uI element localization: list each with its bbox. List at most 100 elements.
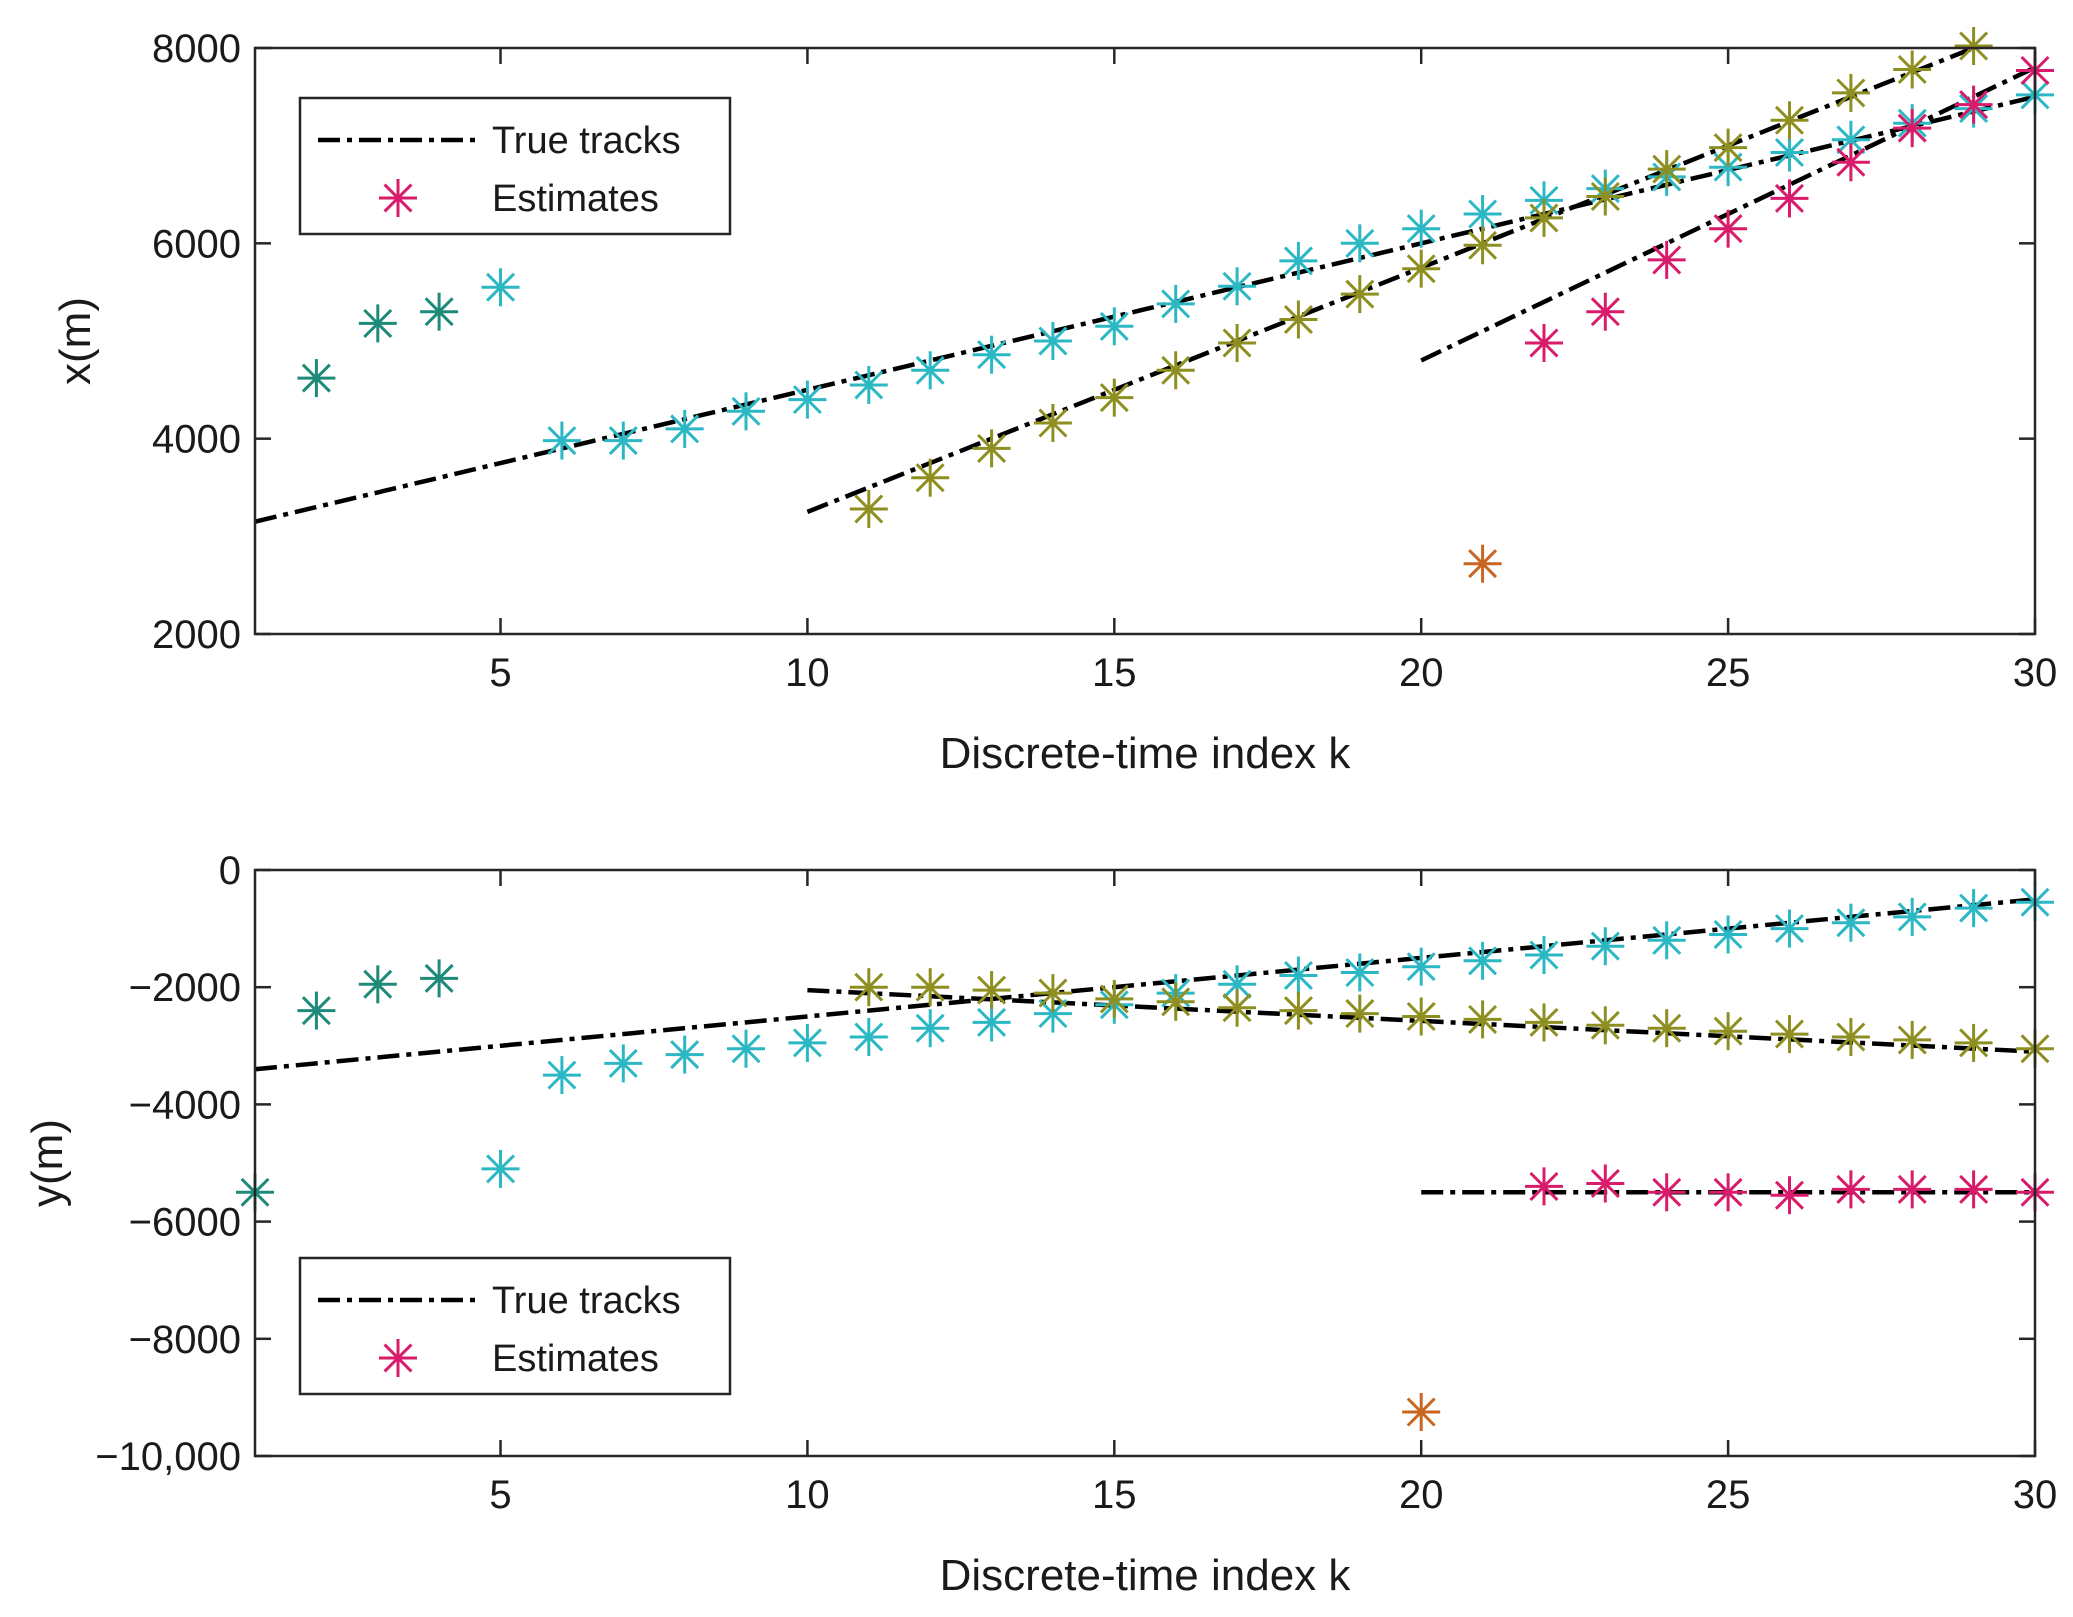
legend-asterisk-icon <box>379 1339 417 1377</box>
estimate-point-track-2-k21 <box>1463 226 1502 265</box>
estimate-point-track-3-k29 <box>1954 85 1993 124</box>
estimate-point-track-3-k28 <box>1893 1170 1932 1209</box>
estimate-point-early-k3 <box>358 304 397 343</box>
estimate-point-track-1-k22 <box>1525 936 1563 974</box>
y-chart-ylabel: y(m) <box>23 1119 72 1207</box>
estimate-point-track-3-k28 <box>1893 109 1932 148</box>
x-chart-legend-estimates-label: Estimates <box>492 178 659 220</box>
estimate-point-track-1-k13 <box>972 1003 1011 1042</box>
estimate-point-track-3-k29 <box>1954 1170 1993 1209</box>
x-chart-ylabel: x(m) <box>51 297 100 385</box>
x-chart-legend: True tracks Estimates <box>298 96 732 236</box>
estimate-point-track-3-k24 <box>1647 240 1686 279</box>
estimate-point-track-2-k28 <box>1893 50 1932 89</box>
estimate-point-track-3-k26 <box>1770 179 1809 218</box>
y-position-chart: 5 10 15 20 25 30−10,000−8000−6000−4000−20000 … <box>23 849 2057 1600</box>
estimate-point-track-2-k14 <box>1033 404 1072 442</box>
estimate-point-track-2-k17 <box>1218 988 1257 1027</box>
estimate-point-track-2-k20 <box>1402 249 1441 288</box>
estimate-point-track-2-k12 <box>911 968 950 1007</box>
estimate-point-track-2-k23 <box>1586 1006 1625 1045</box>
estimate-point-track-1-k13 <box>972 335 1011 374</box>
y-chart-legend-estimates-swatch <box>379 1339 417 1377</box>
estimate-point-track-1-k21 <box>1463 941 1502 980</box>
estimate-point-track-1-k17 <box>1218 965 1257 1004</box>
x-tick-label-25: 25 <box>1706 1473 1751 1517</box>
estimate-point-track-1-k6 <box>542 421 581 460</box>
estimate-point-track-1-k11 <box>849 366 888 404</box>
y-tick-label-0: 2000 <box>152 613 241 657</box>
estimate-point-track-3-k25 <box>1709 209 1748 248</box>
x-position-chart: 5 10 15 20 25 30 2000 4000 6000 8000 Discrete-tim… <box>51 27 2057 778</box>
estimate-point-track-1-k6 <box>542 1056 581 1095</box>
estimate-point-early-k4 <box>420 959 459 998</box>
y-tick-label-2: −6000 <box>129 1201 241 1245</box>
estimate-point-track-1-k26 <box>1770 909 1809 948</box>
x-tick-label-20: 20 <box>1399 1473 1444 1517</box>
estimate-point-track-1-k12 <box>911 1009 950 1048</box>
y-tick-label-4: −2000 <box>129 966 241 1010</box>
estimate-point-track-2-k13 <box>972 429 1011 468</box>
estimate-point-track-3-k26 <box>1770 1176 1809 1215</box>
estimate-point-track-2-k23 <box>1586 177 1625 216</box>
y-tick-label-3: 8000 <box>152 27 241 71</box>
x-chart-axes-box <box>253 46 2037 636</box>
estimate-point-early-k2 <box>297 991 336 1030</box>
x-tick-label-20: 20 <box>1399 651 1444 695</box>
estimate-point-track-1-k27 <box>1831 120 1870 159</box>
estimate-point-early-k4 <box>420 292 459 331</box>
y-chart-xlabel: Discrete-time index k <box>940 1551 1352 1600</box>
y-tick-label-2: 6000 <box>152 222 241 266</box>
y-tick-label-0: −10,000 <box>95 1435 241 1479</box>
x-chart-legend-box <box>298 96 732 236</box>
estimate-point-track-1-k16 <box>1156 284 1195 323</box>
estimate-point-track-3-k23 <box>1586 292 1625 331</box>
estimate-point-track-2-k27 <box>1831 1018 1870 1056</box>
x-chart-legend-estimates-swatch <box>379 179 417 217</box>
estimate-point-track-1-k26 <box>1770 133 1809 172</box>
x-tick-label-15: 15 <box>1092 651 1137 695</box>
estimate-point-track-2-k27 <box>1831 73 1870 112</box>
estimate-point-track-1-k15 <box>1095 307 1134 346</box>
y-chart-legend: True tracks Estimates <box>298 1256 732 1396</box>
estimate-point-track-2-k14 <box>1033 974 1072 1013</box>
y-chart-ticks: 5 10 15 20 25 30 −10,000 −8000 −6000 −4000 −2000 0 <box>95 849 2057 1517</box>
estimate-point-track-1-k25 <box>1709 915 1748 954</box>
estimate-point-track-1-k11 <box>849 1018 888 1056</box>
estimate-point-track-2-k20 <box>1402 997 1441 1036</box>
estimate-point-track-1-k23 <box>1586 927 1625 966</box>
estimate-point-track-2-k21 <box>1463 1000 1502 1039</box>
estimate-point-track-3-k25 <box>1709 1173 1748 1212</box>
estimate-point-track-1-k19 <box>1340 224 1379 263</box>
estimate-point-track-2-k16 <box>1156 982 1195 1021</box>
estimate-point-early-k3 <box>358 965 397 1004</box>
y-chart-legend-estimates-label: Estimates <box>492 1338 659 1380</box>
estimate-point-track-2-k16 <box>1156 351 1195 390</box>
estimate-point-track-2-k12 <box>911 458 950 497</box>
estimate-point-early-k2 <box>297 359 336 398</box>
estimate-point-track-1-k5 <box>481 1149 520 1188</box>
estimate-point-track-3-k27 <box>1831 1170 1870 1209</box>
estimate-point-track-2-k11 <box>849 490 888 528</box>
true-track-line-2 <box>806 45 1975 514</box>
x-tick-label-10: 10 <box>785 651 830 695</box>
estimate-point-track-1-k29 <box>1954 889 1993 928</box>
estimate-point-track-1-k10 <box>788 380 827 419</box>
estimate-point-track-1-k28 <box>1893 897 1932 936</box>
estimate-point-track-2-k13 <box>972 971 1011 1010</box>
estimate-point-track-2-k29 <box>1954 27 1993 65</box>
estimate-point-track-3-k22 <box>1525 1167 1563 1206</box>
x-tick-label-10: 10 <box>785 1473 830 1517</box>
estimate-point-track-1-k8 <box>665 409 704 448</box>
x-tick-label-25: 25 <box>1706 651 1751 695</box>
estimate-point-clutter-k21 <box>1463 544 1502 583</box>
estimate-point-track-2-k28 <box>1893 1020 1932 1059</box>
estimate-point-track-1-k27 <box>1831 903 1870 942</box>
estimate-point-track-2-k24 <box>1647 150 1686 189</box>
estimate-point-track-2-k25 <box>1709 128 1748 167</box>
x-tick-label-30: 30 <box>2013 651 2058 695</box>
estimate-point-clutter-k20 <box>1402 1393 1441 1431</box>
estimate-point-track-1-k9 <box>727 1029 765 1068</box>
estimate-point-track-2-k19 <box>1340 994 1379 1033</box>
estimate-point-track-2-k26 <box>1770 101 1809 140</box>
